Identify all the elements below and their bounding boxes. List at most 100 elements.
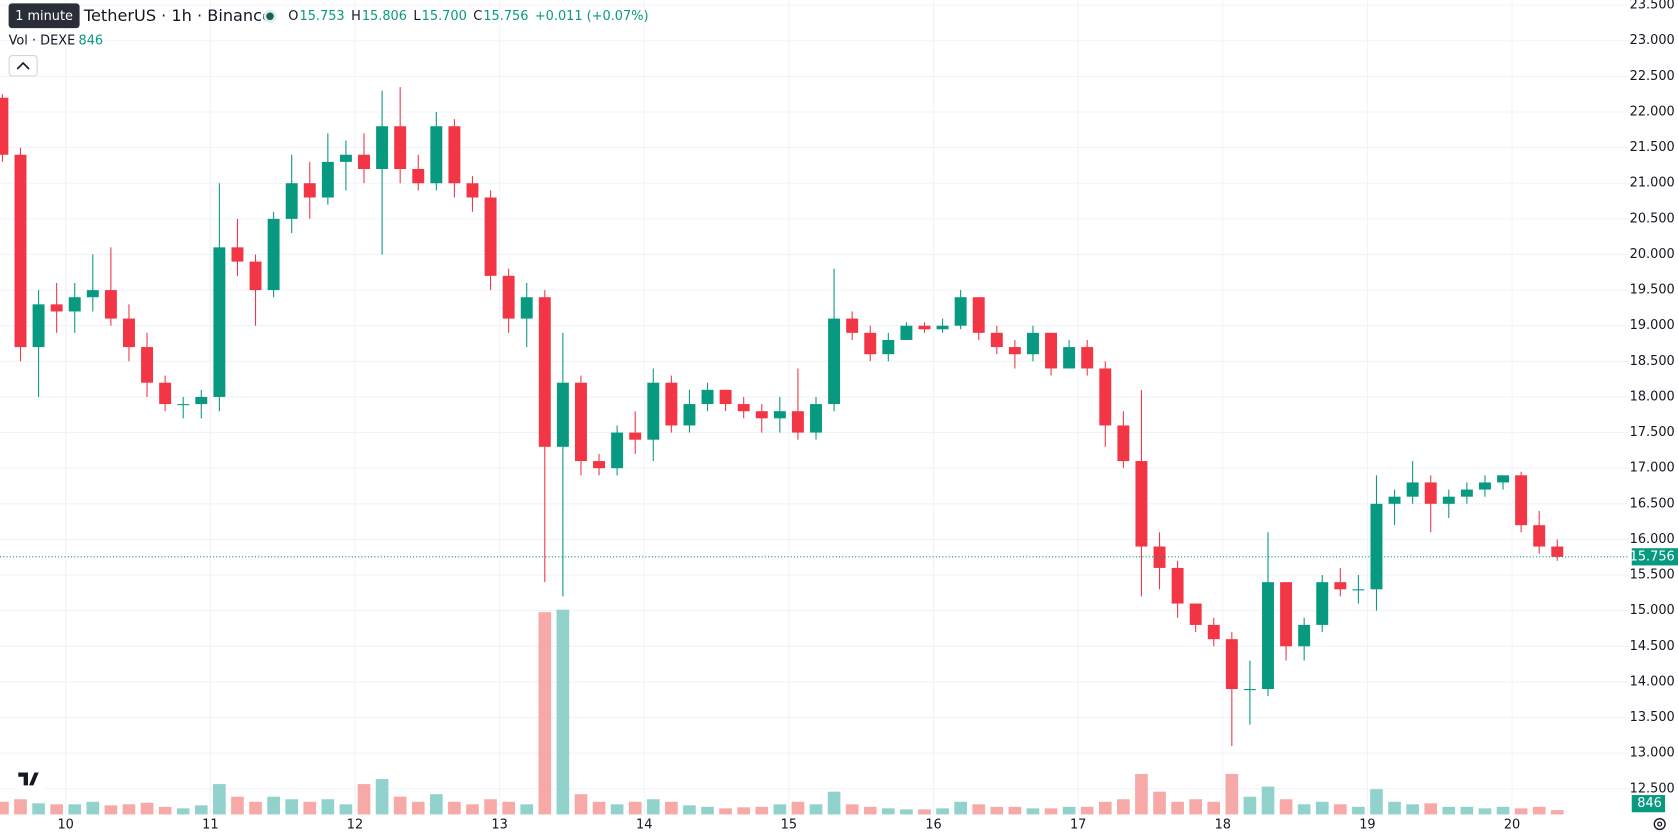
candle-body — [936, 325, 949, 330]
volume-bar — [1514, 808, 1528, 815]
candle-body — [1442, 496, 1455, 504]
candle-body — [484, 197, 497, 276]
candle-body — [556, 382, 569, 447]
candle-body — [1316, 582, 1329, 625]
x-tick-label: 19 — [1359, 818, 1375, 833]
volume-bar — [303, 801, 317, 815]
candle-body — [104, 290, 117, 319]
x-tick-label: 11 — [202, 818, 218, 833]
candle-body — [1243, 689, 1256, 691]
candles — [0, 87, 1564, 747]
x-tick-label: 18 — [1215, 818, 1231, 833]
volume-bar — [683, 805, 696, 815]
volume-bar — [665, 801, 678, 815]
status-dot — [266, 12, 274, 21]
candle-body — [249, 261, 262, 291]
volume-bar — [393, 796, 407, 815]
x-tick-label: 20 — [1504, 818, 1520, 833]
volume-bar — [339, 804, 353, 815]
volume-bar — [574, 794, 588, 815]
candle-body — [1189, 603, 1202, 625]
volume-bar — [375, 779, 389, 815]
candle-body — [1045, 332, 1058, 369]
volume-bar — [285, 799, 299, 815]
settings-icon[interactable] — [1653, 818, 1666, 831]
volume-bar — [122, 804, 136, 815]
volume-bar — [1388, 801, 1401, 815]
volume-bar — [194, 805, 208, 815]
candle-body — [213, 247, 226, 397]
y-tick-label: 15.000 — [1630, 603, 1675, 618]
volume-bar — [936, 808, 949, 815]
y-tick-label: 17.500 — [1630, 425, 1675, 440]
volume-bar — [1117, 799, 1130, 815]
volume-bar — [1297, 804, 1311, 815]
volume-bar — [863, 806, 877, 815]
volume-bar — [86, 801, 100, 815]
last-volume-label: 846 — [1637, 796, 1662, 811]
candle-body — [755, 411, 768, 419]
volume-bar — [737, 807, 751, 815]
settings-icon-center — [1657, 821, 1663, 827]
volume-bar — [32, 803, 45, 815]
candle-body — [448, 126, 461, 184]
y-tick-label: 12.500 — [1630, 781, 1675, 796]
tooltip: 1 minute — [15, 9, 73, 24]
y-tick-label: 18.000 — [1630, 389, 1675, 404]
volume-bar — [1135, 773, 1148, 815]
last-volume-box — [1631, 795, 1666, 813]
collapse-icon — [16, 61, 30, 70]
volume-bar — [1153, 791, 1166, 815]
candle-body — [972, 297, 985, 333]
y-tick-label: 14.500 — [1630, 639, 1675, 654]
volume-bar — [610, 804, 624, 815]
logo — [18, 772, 39, 786]
volume-bar — [502, 801, 515, 815]
x-tick-label: 14 — [636, 818, 652, 833]
volume-bar — [954, 801, 967, 815]
symbol-title[interactable]: TetherUS · 1h · Binance — [83, 6, 272, 25]
ohlc-value: 15.806 — [362, 9, 407, 24]
candle-body — [737, 404, 750, 412]
volume-bar — [628, 801, 642, 815]
candle-body — [1225, 639, 1238, 690]
candle-body — [846, 318, 859, 333]
volume-bar — [918, 809, 931, 815]
candle-body — [683, 404, 696, 426]
volume-bar — [1406, 804, 1419, 815]
volume-bar — [990, 806, 1004, 815]
candle-body — [1081, 347, 1094, 369]
volume-bar — [267, 796, 280, 815]
collapse-button[interactable] — [8, 55, 38, 77]
candle-body — [68, 297, 81, 312]
candle-body — [1497, 475, 1510, 483]
candle-body — [1406, 482, 1419, 497]
y-tick-label: 21.500 — [1630, 140, 1675, 155]
volume-bar — [538, 612, 552, 815]
candle-body — [647, 382, 660, 440]
candle-body — [321, 161, 334, 198]
volume-bar — [1008, 806, 1022, 815]
volume-bar — [1333, 804, 1347, 815]
candle-body — [701, 389, 714, 405]
candle-body — [629, 432, 642, 440]
volume-bar — [719, 808, 732, 815]
volume-bar — [1026, 808, 1040, 815]
volume-bar — [158, 806, 172, 815]
candle-body — [466, 183, 479, 198]
candle-body — [32, 304, 45, 348]
volume-bar — [1207, 801, 1221, 815]
candle-body — [1008, 347, 1021, 355]
candle-body — [1478, 482, 1491, 490]
volume-bar — [827, 791, 841, 815]
volume-bar — [881, 808, 895, 815]
candle-body — [412, 168, 425, 184]
volume-bar — [755, 806, 769, 815]
volume-bar — [556, 609, 570, 815]
candle-body — [1026, 332, 1039, 355]
candle-body — [810, 404, 822, 433]
candle-body — [538, 297, 551, 447]
volume-bar — [14, 799, 27, 815]
